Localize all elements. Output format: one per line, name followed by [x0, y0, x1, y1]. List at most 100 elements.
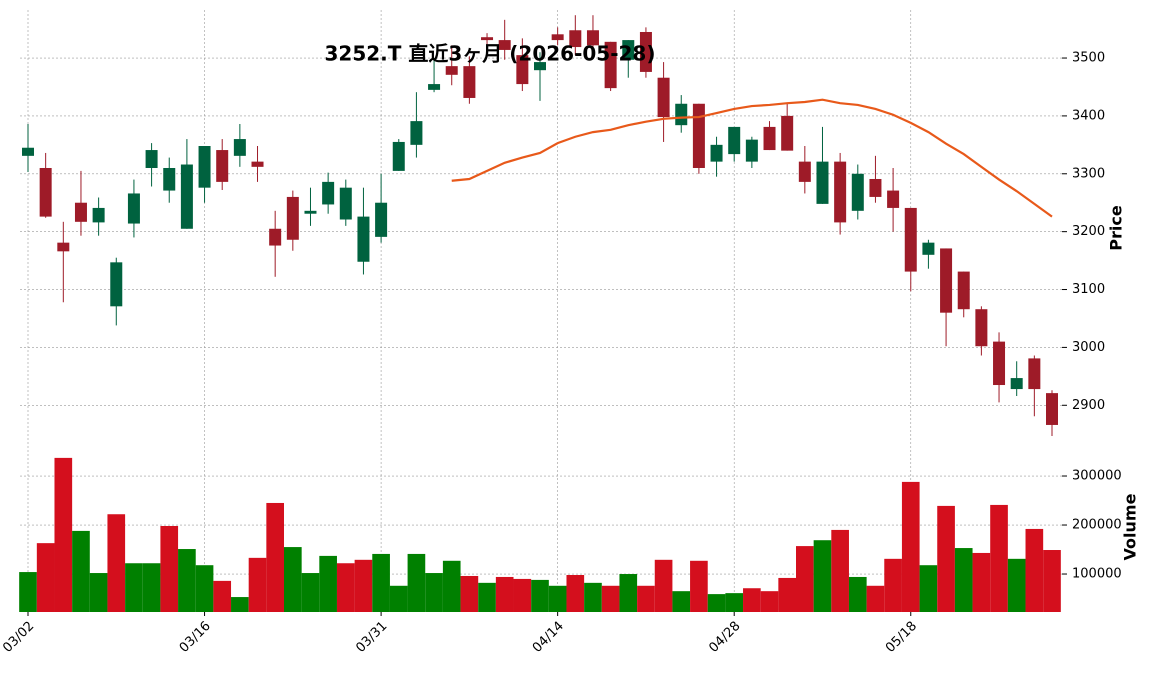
- y2-tick-label: 100000: [1072, 567, 1122, 582]
- volume-bar: [425, 573, 443, 612]
- candle-body: [657, 77, 670, 118]
- candle-body: [798, 161, 811, 182]
- volume-bar: [548, 585, 567, 612]
- candle-body: [392, 141, 405, 171]
- y2-axis-label: Volume: [1121, 493, 1140, 560]
- candle-body: [551, 34, 564, 41]
- volume-bar: [866, 585, 885, 612]
- candle-body: [428, 84, 441, 90]
- candle-body: [622, 40, 635, 60]
- candle-body: [498, 40, 511, 50]
- candle-body: [163, 167, 176, 191]
- y-axis-label: Price: [1107, 205, 1126, 251]
- candle-body: [127, 193, 140, 224]
- candle-body: [1028, 358, 1041, 390]
- moving-average-line: [451, 98, 1053, 218]
- candle-body: [322, 181, 335, 205]
- volume-bar: [319, 555, 337, 612]
- y-tick-label: 3200: [1072, 224, 1105, 239]
- volume-bar: [513, 578, 532, 612]
- y-tick-label: 2900: [1072, 398, 1105, 413]
- chart-title: 3252.T 直近3ヶ月 (2026-05-28): [325, 42, 656, 66]
- x-tick-label: 03/31: [353, 619, 390, 656]
- candle-body: [834, 161, 847, 223]
- volume-bar: [901, 481, 920, 612]
- volume-bar: [389, 585, 408, 612]
- candle-body: [216, 150, 229, 182]
- volume-bar: [54, 457, 73, 612]
- volume-bar: [672, 591, 691, 612]
- volume-bar: [125, 563, 143, 612]
- volume-bar: [301, 573, 320, 612]
- volume-bar: [566, 575, 585, 612]
- volume-bar: [178, 549, 196, 612]
- x-tick-label: 04/14: [530, 619, 567, 656]
- candle-body: [339, 187, 352, 220]
- volume-bar: [778, 577, 796, 612]
- candle-body: [74, 202, 87, 222]
- candle-body: [816, 161, 829, 204]
- candle-body: [922, 242, 935, 255]
- x-tick-label: 05/18: [883, 619, 920, 656]
- volume-bar: [743, 588, 761, 612]
- volume-bar: [266, 502, 284, 612]
- volume-bar: [407, 553, 426, 612]
- candle-body: [304, 210, 317, 214]
- candle-body: [1010, 378, 1023, 390]
- volume-bar: [336, 563, 355, 612]
- volume-bar: [442, 560, 461, 612]
- y2-tick-label: 300000: [1072, 469, 1122, 484]
- x-tick-label: 03/02: [0, 619, 37, 656]
- volume-bar: [654, 559, 673, 612]
- volume-bar: [990, 504, 1008, 612]
- volume-bar: [231, 597, 249, 612]
- volume-bar: [1043, 550, 1061, 612]
- volume-bar: [884, 558, 902, 612]
- candle-body: [993, 341, 1006, 386]
- candle-body: [887, 190, 900, 208]
- volume-bar: [1025, 528, 1044, 612]
- candle-body: [92, 207, 105, 223]
- volume-bar: [919, 565, 938, 612]
- volume-bar: [531, 579, 549, 612]
- volume-bar: [760, 591, 779, 612]
- x-tick-label: 03/16: [177, 619, 214, 656]
- y-tick-label: 3000: [1072, 340, 1105, 355]
- volume-bar: [707, 594, 726, 612]
- volume-bar: [372, 553, 390, 612]
- volume-bar: [354, 559, 373, 612]
- volume-bar: [796, 546, 814, 612]
- candle-body: [110, 262, 123, 307]
- candle-body: [180, 164, 193, 229]
- candle-body: [534, 62, 546, 71]
- candle-body: [975, 309, 988, 347]
- y-tick-label: 3400: [1072, 108, 1105, 123]
- volume-bar: [36, 543, 55, 612]
- candle-body: [781, 115, 794, 151]
- volume-bar: [619, 574, 638, 612]
- volume-bar: [213, 580, 232, 612]
- candle-body: [198, 146, 211, 188]
- candle-body: [957, 271, 970, 310]
- volume-bar: [495, 576, 514, 612]
- volume-bar: [142, 563, 161, 612]
- volume-bar: [813, 540, 832, 612]
- candle-body: [269, 228, 282, 246]
- volume-bar: [107, 514, 126, 612]
- candle-body: [586, 30, 599, 46]
- x-tick-label: 04/28: [706, 619, 743, 656]
- volume-bar: [637, 585, 655, 612]
- candle-body: [763, 126, 776, 151]
- y-tick-label: 3100: [1072, 282, 1105, 297]
- volume-bar: [195, 565, 214, 612]
- candle-body: [569, 30, 582, 48]
- volume-bar: [160, 526, 179, 612]
- y2-tick-label: 200000: [1072, 518, 1122, 533]
- candle-body: [481, 37, 494, 41]
- candle-body: [463, 66, 476, 98]
- volume-bar: [954, 548, 973, 612]
- volume-bar: [284, 547, 302, 612]
- volume-bar: [831, 529, 849, 612]
- volume-bar: [848, 576, 867, 612]
